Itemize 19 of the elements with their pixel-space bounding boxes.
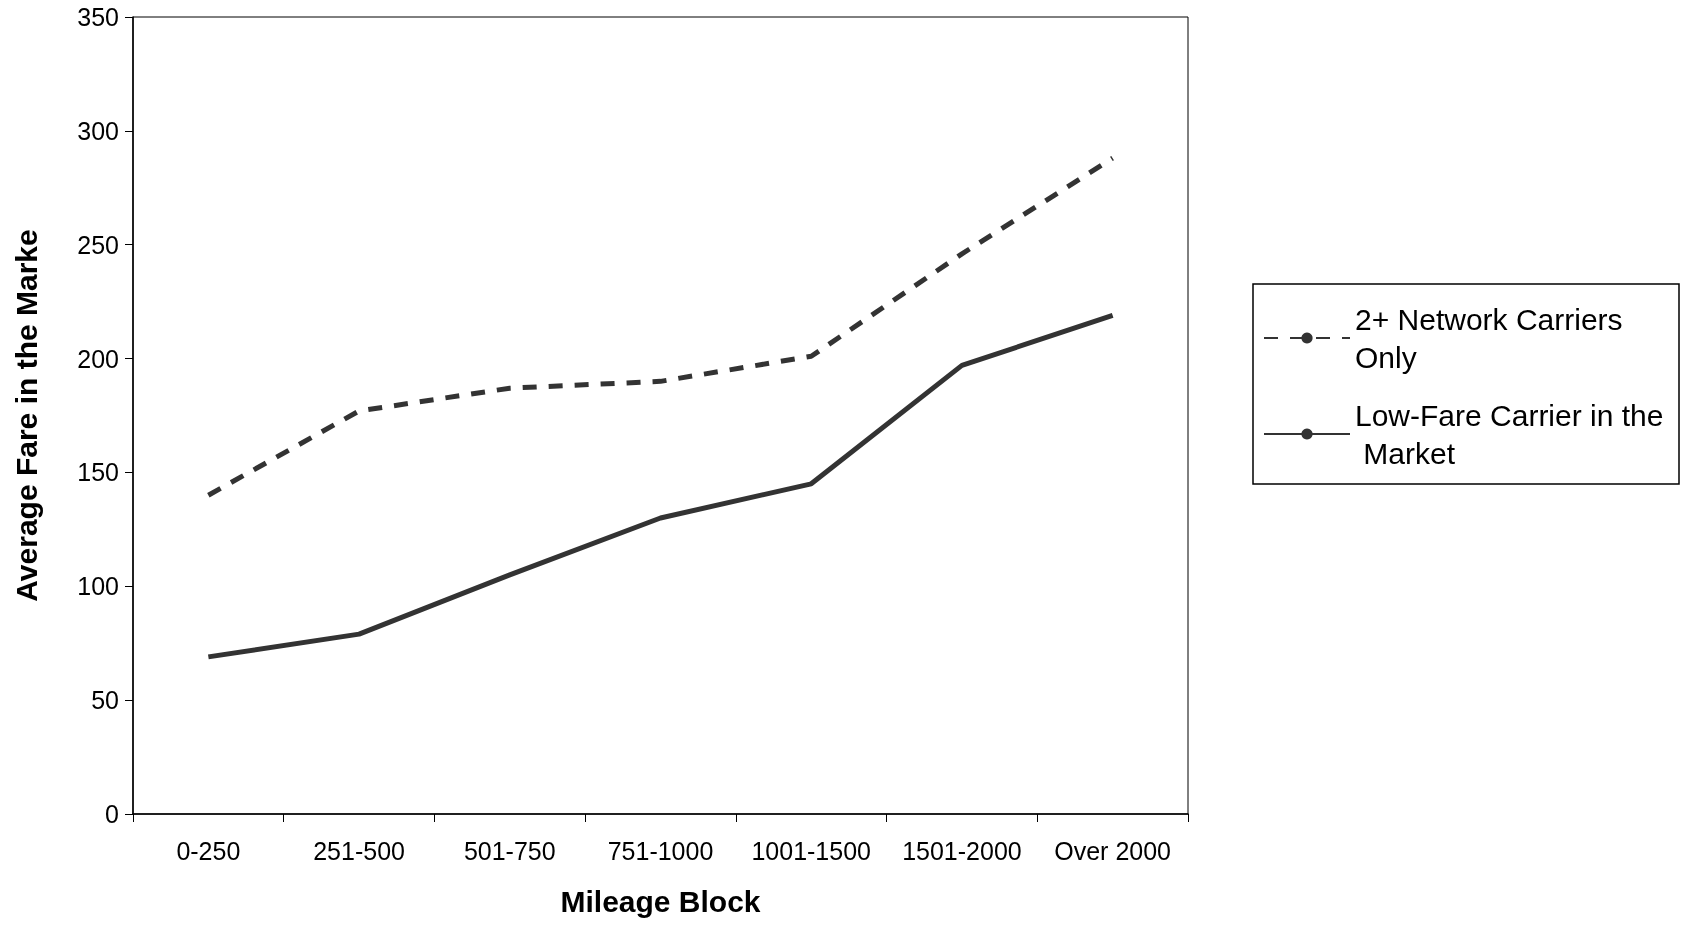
y-tick-label: 100 bbox=[77, 572, 119, 601]
x-tick-label: 501-750 bbox=[463, 836, 556, 865]
x-axis-title: Mileage Block bbox=[560, 884, 761, 918]
x-tick-label: 1501-2000 bbox=[902, 836, 1022, 865]
x-tick-label: 1001-1500 bbox=[751, 836, 871, 865]
y-tick-label: 0 bbox=[105, 800, 119, 828]
legend-label: 2+ Network Carriers Only bbox=[1355, 302, 1631, 374]
y-tick-label: 350 bbox=[77, 3, 119, 31]
y-tick-label: 300 bbox=[77, 116, 119, 145]
y-axis-title: Average Fare in the Marke bbox=[9, 229, 43, 602]
y-tick-label: 200 bbox=[77, 344, 119, 373]
y-tick-label: 250 bbox=[77, 230, 119, 259]
x-tick-label: 0-250 bbox=[176, 836, 241, 865]
y-tick-label: 50 bbox=[91, 686, 119, 715]
x-tick-label: Over 2000 bbox=[1054, 836, 1172, 865]
legend-label: Low-Fare Carrier in the Market bbox=[1355, 398, 1664, 470]
y-tick-label: 150 bbox=[77, 458, 119, 487]
x-tick-label: 251-500 bbox=[313, 836, 405, 865]
x-tick-label: 751-1000 bbox=[607, 836, 714, 865]
